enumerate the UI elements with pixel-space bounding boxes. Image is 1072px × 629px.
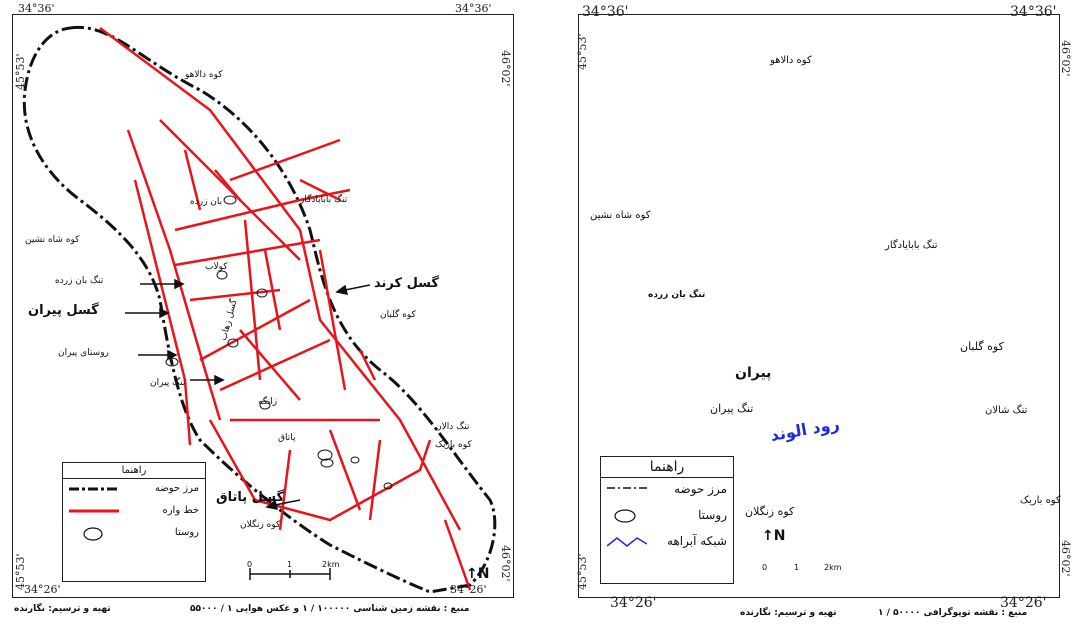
right-scale-end: 2km [824, 563, 842, 572]
right-lon-bottom-right: 46°02' [1059, 540, 1072, 577]
right-legend-title: راهنما [601, 457, 733, 478]
left-source-text: منبع : نقشه زمین شناسی ۱۰۰۰۰۰ / ۱ و عکس … [190, 604, 470, 614]
legend-boundary-label: مرز حوضه [154, 483, 199, 494]
rlabel-tang-ban-zarde: تنگ بان زرده [648, 290, 706, 300]
right-scale-zero: 0 [762, 563, 768, 572]
left-lon-bottom-right: 46°02' [499, 545, 512, 582]
stream-symbol-icon [607, 537, 647, 547]
label-ban-zarde: بان زرده [190, 197, 223, 207]
right-lat-top-right: 34°36' [1010, 4, 1057, 20]
label-tang-piran: تنگ پیران [150, 378, 186, 388]
label-rusta-piran: روستای پیران [58, 348, 109, 358]
right-north-label: N [773, 528, 786, 544]
label-tang-ban-zarde: تنگ بان زرده [55, 276, 104, 286]
left-lat-bottom-left: 34°26' [24, 583, 61, 596]
right-lat-top-left: 34°36' [582, 4, 629, 20]
fault-line-symbol-icon [69, 509, 119, 513]
right-lat-bottom-right: 34°26' [1000, 595, 1047, 611]
left-legend-title: راهنما [63, 463, 205, 479]
rboundary-symbol-icon [607, 487, 647, 489]
rlabel-tang-shalan: تنگ شالان [985, 405, 1028, 416]
left-scale-mid: 1 [287, 560, 293, 569]
left-north-label: N [477, 566, 490, 582]
rlabel-tang-piran: تنگ پیران [710, 402, 754, 415]
right-lon-bottom-left: 45°53' [576, 553, 589, 590]
rlegend-stream-label: شبکه آبراهه [667, 534, 727, 548]
right-author-text: تهیه و ترسیم: نگارنده [740, 608, 837, 618]
label-kuh-barik: کوه باریک [435, 440, 472, 450]
label-gosal-piran: گسل پیران [28, 303, 99, 318]
legend-row-fault: خط واره [63, 501, 205, 523]
right-lat-bottom-left: 34°26' [610, 595, 657, 611]
rlabel-tang-babayadegar: تنگ بابایادگار [885, 240, 938, 251]
left-north-arrow-icon: ↑N [466, 566, 490, 582]
left-lon-top-right: 46°02' [499, 50, 512, 87]
right-scale-mid: 1 [794, 563, 800, 572]
village-symbol-icon [83, 527, 103, 541]
label-zanganeh: زانگه [258, 397, 278, 407]
rlabel-kuh-barik: کوه باریک [1020, 495, 1061, 506]
label-kolab: کولاب [205, 262, 228, 272]
rlegend-row-stream: شبکه آبراهه [601, 530, 733, 556]
label-kuh-zangelan: کوه زنگلان [240, 520, 281, 530]
label-pataq: پاتاق [278, 433, 296, 443]
rvillage-symbol-icon [614, 509, 636, 523]
left-lat-top-right: 34°36' [455, 2, 492, 15]
left-author-text: تهیه و ترسیم: نگارنده [14, 604, 111, 614]
legend-fault-label: خط واره [162, 505, 199, 516]
label-kuh-dalahu: کوه دالاهو [185, 70, 223, 80]
left-scale-bar [249, 568, 331, 580]
rlegend-boundary-label: مرز حوضه [674, 482, 727, 496]
left-legend: راهنما مرز حوضه خط واره روستا [62, 462, 206, 582]
rlabel-kuh-shah-neshin: کوه شاه نشین [590, 210, 651, 221]
rlabel-kuh-dalahu: کوه دالاهو [770, 55, 812, 66]
legend-row-village: روستا [63, 523, 205, 545]
right-lon-top-left: 45°53' [576, 33, 589, 70]
label-gosal-pataq: گسل پاتاق [216, 490, 285, 505]
label-kuh-gelban: کوه گلبان [380, 310, 416, 320]
left-scale-end: 2km [322, 560, 340, 569]
rlabel-kuh-gelban: کوه گلبان [960, 340, 1004, 353]
left-scale-zero: 0 [247, 560, 253, 569]
label-tang-babayadegar: تنگ بابایادگار [300, 195, 348, 205]
rlegend-village-label: روستا [698, 508, 727, 522]
rlabel-kuh-zangelan: کوه زنگلان [745, 505, 795, 518]
label-kuh-shah-neshin: کوه شاه نشین [25, 235, 80, 245]
rlegend-row-village: روستا [601, 504, 733, 530]
legend-row-boundary: مرز حوضه [63, 479, 205, 501]
label-tang-dalan: تنگ دالان [435, 422, 470, 432]
left-basin-boundary [22, 25, 497, 594]
right-north-arrow-icon: ↑N [762, 528, 786, 544]
left-village-markers [165, 195, 393, 490]
left-lat-bottom-right: 34°26' [450, 583, 487, 596]
right-source-text: منبع : نقشه توپوگرافی ۵۰۰۰۰ / ۱ [878, 608, 1028, 618]
left-lat-top-left: 34°36' [18, 2, 55, 15]
boundary-symbol-icon [69, 487, 119, 491]
left-fault-lines [99, 26, 472, 591]
left-arrows [125, 278, 371, 510]
label-gosal-kerend: گسل کرند [374, 276, 439, 291]
right-lon-top-right: 46°02' [1059, 40, 1072, 77]
rlegend-row-boundary: مرز حوضه [601, 478, 733, 504]
left-lon-top-left: 45°53' [14, 53, 27, 90]
rlabel-piran: پیران [735, 365, 772, 381]
right-legend: راهنما مرز حوضه روستا شبکه آبراهه [600, 456, 734, 584]
legend-village-label: روستا [174, 527, 199, 538]
